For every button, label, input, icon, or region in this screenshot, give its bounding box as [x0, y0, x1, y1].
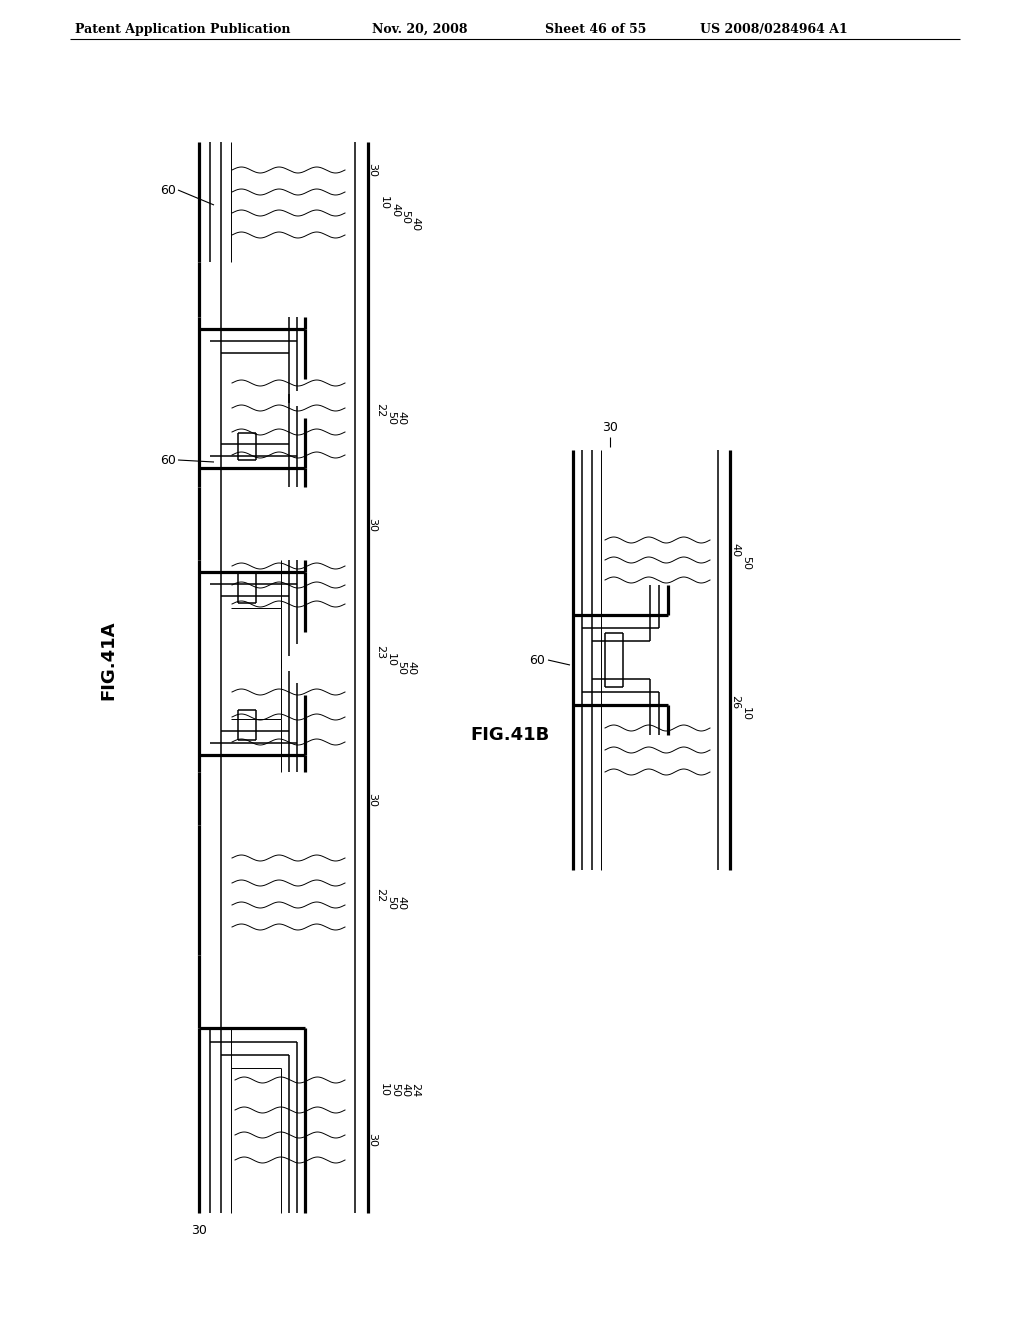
Text: 40: 40 [396, 411, 406, 425]
Text: Patent Application Publication: Patent Application Publication [75, 22, 291, 36]
Text: FIG.41A: FIG.41A [99, 620, 117, 700]
Text: 40: 40 [730, 543, 740, 557]
Text: 10: 10 [386, 653, 396, 667]
Text: 50: 50 [386, 411, 396, 425]
Text: 60: 60 [529, 653, 545, 667]
Text: 30: 30 [602, 421, 617, 434]
Text: 30: 30 [367, 793, 377, 807]
Text: 60: 60 [160, 454, 176, 466]
Text: 40: 40 [406, 661, 416, 675]
Text: 10: 10 [741, 708, 751, 721]
Text: 50: 50 [396, 661, 406, 675]
Text: FIG.41B: FIG.41B [470, 726, 550, 744]
Text: 40: 40 [400, 1082, 410, 1097]
Text: 50: 50 [386, 896, 396, 909]
Text: 22: 22 [375, 888, 385, 902]
Text: 50: 50 [400, 210, 410, 224]
Text: 26: 26 [730, 694, 740, 709]
Text: Nov. 20, 2008: Nov. 20, 2008 [372, 22, 468, 36]
Text: 30: 30 [367, 162, 377, 177]
Text: 10: 10 [379, 195, 389, 210]
Text: US 2008/0284964 A1: US 2008/0284964 A1 [700, 22, 848, 36]
Text: 30: 30 [191, 1224, 207, 1237]
Text: 30: 30 [367, 517, 377, 532]
Text: 50: 50 [741, 556, 751, 570]
Text: 22: 22 [375, 403, 385, 417]
Text: 23: 23 [375, 645, 385, 659]
Text: 30: 30 [367, 1133, 377, 1147]
Text: 40: 40 [396, 896, 406, 909]
Text: 40: 40 [410, 216, 420, 231]
Text: 50: 50 [390, 1082, 400, 1097]
Text: Sheet 46 of 55: Sheet 46 of 55 [545, 22, 646, 36]
Text: 10: 10 [379, 1082, 389, 1097]
Text: 40: 40 [390, 203, 400, 216]
Text: 60: 60 [160, 183, 176, 197]
Text: 24: 24 [410, 1082, 420, 1097]
